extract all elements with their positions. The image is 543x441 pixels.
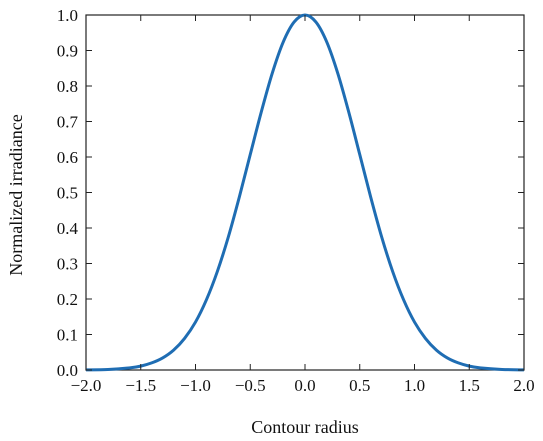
x-tick-label: −1.5 (125, 376, 156, 395)
x-tick-label: −2.0 (71, 376, 102, 395)
y-tick-label: 0.7 (57, 113, 79, 132)
ticks (85, 14, 525, 371)
y-tick-label: 0.0 (57, 361, 78, 380)
x-tick-label: 1.5 (459, 376, 480, 395)
y-tick-label: 0.4 (57, 219, 79, 238)
y-tick-label: 0.6 (57, 148, 78, 167)
y-tick-label: 0.8 (57, 77, 78, 96)
y-tick-label: 0.9 (57, 42, 78, 61)
x-tick-label: −1.0 (180, 376, 211, 395)
x-axis-title: Contour radius (251, 417, 359, 437)
tick-labels: −2.0 −1.5 −1.0 −0.5 0.0 0.5 1.0 1.5 2.0 0.0 0.1 0.2… (57, 6, 535, 395)
y-tick-label: 1.0 (57, 6, 78, 25)
plot-area (85, 13, 525, 372)
x-tick-label: 0.5 (349, 376, 370, 395)
x-tick-label: 0.0 (294, 376, 315, 395)
y-axis-title: Normalized irradiance (6, 114, 26, 275)
plot-frame (85, 14, 525, 371)
y-tick-label: 0.5 (57, 184, 78, 203)
y-tick-label: 0.1 (57, 326, 78, 345)
x-tick-label: −0.5 (235, 376, 266, 395)
y-tick-label: 0.2 (57, 290, 78, 309)
y-tick-label: 0.3 (57, 255, 78, 274)
series-line (85, 13, 525, 372)
x-tick-label: 1.0 (404, 376, 425, 395)
x-tick-label: 2.0 (513, 376, 534, 395)
